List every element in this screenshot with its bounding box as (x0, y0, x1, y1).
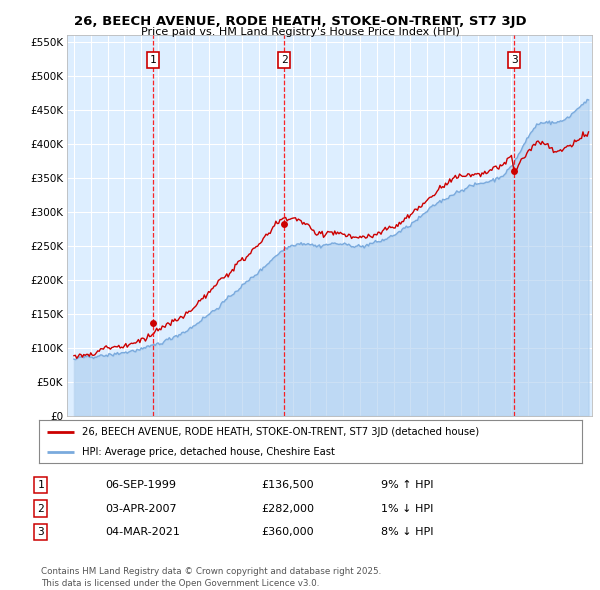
Text: 1% ↓ HPI: 1% ↓ HPI (381, 504, 433, 513)
Text: £136,500: £136,500 (261, 480, 314, 490)
Text: 1: 1 (149, 55, 156, 65)
Text: 9% ↑ HPI: 9% ↑ HPI (381, 480, 433, 490)
Text: 3: 3 (37, 527, 44, 537)
Text: 04-MAR-2021: 04-MAR-2021 (105, 527, 180, 537)
Text: 2: 2 (37, 504, 44, 513)
Text: Price paid vs. HM Land Registry's House Price Index (HPI): Price paid vs. HM Land Registry's House … (140, 27, 460, 37)
Text: 3: 3 (511, 55, 518, 65)
Text: HPI: Average price, detached house, Cheshire East: HPI: Average price, detached house, Ches… (82, 447, 335, 457)
Text: 06-SEP-1999: 06-SEP-1999 (105, 480, 176, 490)
Text: Contains HM Land Registry data © Crown copyright and database right 2025.
This d: Contains HM Land Registry data © Crown c… (41, 568, 381, 588)
Text: 03-APR-2007: 03-APR-2007 (105, 504, 176, 513)
Text: £360,000: £360,000 (261, 527, 314, 537)
Text: 26, BEECH AVENUE, RODE HEATH, STOKE-ON-TRENT, ST7 3JD: 26, BEECH AVENUE, RODE HEATH, STOKE-ON-T… (74, 15, 526, 28)
Text: 1: 1 (37, 480, 44, 490)
Text: 2: 2 (281, 55, 287, 65)
Text: 26, BEECH AVENUE, RODE HEATH, STOKE-ON-TRENT, ST7 3JD (detached house): 26, BEECH AVENUE, RODE HEATH, STOKE-ON-T… (82, 427, 479, 437)
Text: 8% ↓ HPI: 8% ↓ HPI (381, 527, 433, 537)
Text: £282,000: £282,000 (261, 504, 314, 513)
